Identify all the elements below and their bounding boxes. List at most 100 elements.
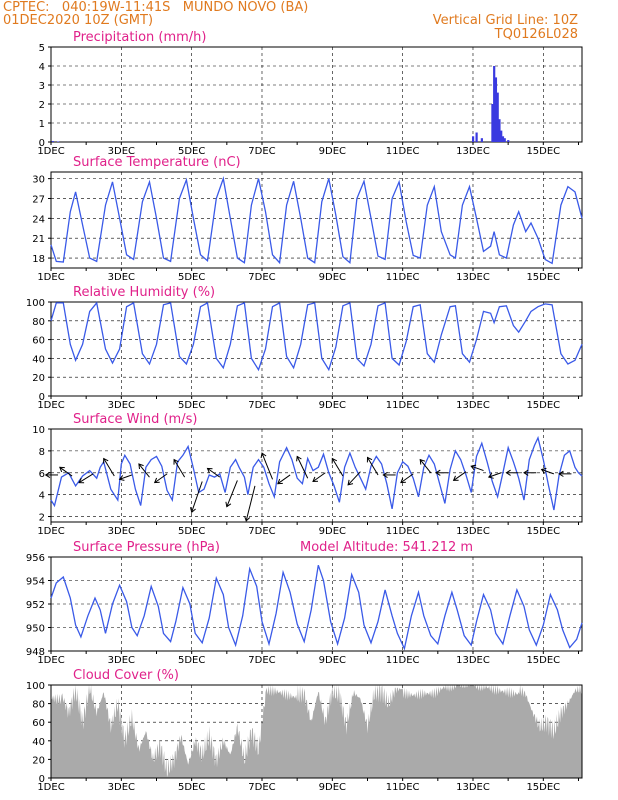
wind-arrow-shaft (154, 473, 168, 484)
wind-arrow-shaft (261, 452, 274, 480)
ytick-label: 80 (32, 700, 45, 711)
ytick-label: 0 (39, 138, 45, 149)
ytick-label: 6 (39, 469, 45, 480)
ytick-label: 0 (39, 774, 45, 785)
ytick-label: 20 (32, 755, 45, 766)
wind-series-line (50, 435, 583, 511)
wind-arrow-head (103, 457, 109, 464)
wind-arrow-head (331, 457, 338, 464)
xtick-label: 13DEC (456, 400, 490, 411)
ytick-label: 60 (32, 336, 45, 347)
wind-arrow-shaft (119, 474, 133, 480)
wind-arrow-head (382, 471, 388, 479)
wind-arrow-head (487, 472, 494, 479)
ytick-label: 956 (26, 553, 45, 564)
wind-arrow-head (225, 501, 232, 508)
ytick-label: 80 (32, 317, 45, 328)
xtick-label: 7DEC (248, 400, 275, 411)
wind-arrow-shaft (191, 481, 203, 513)
ytick-label: 27 (32, 194, 45, 205)
panel-title-wind: Surface Wind (m/s) (73, 412, 197, 427)
wind-arrow-shaft (138, 463, 150, 478)
temp-series-line (50, 176, 583, 265)
ytick-label: 948 (26, 647, 45, 658)
pressure-series-line (50, 564, 583, 651)
ytick-label: 2 (39, 100, 45, 111)
panel-frame-rh (50, 301, 583, 397)
ytick-label: 3 (39, 81, 45, 92)
wind-arrow-head (138, 463, 144, 470)
ytick-label: 2 (39, 513, 45, 524)
xtick-label: 5DEC (178, 526, 205, 537)
ytick-label: 21 (32, 234, 45, 245)
precip-bar (51, 141, 54, 142)
cloud-cover-area (51, 685, 582, 778)
xtick-label: 13DEC (456, 526, 490, 537)
wind-arrow-shaft (226, 480, 238, 507)
xtick-label: 7DEC (248, 655, 275, 666)
precip-bar (57, 141, 60, 142)
wind-arrow-head (173, 458, 179, 465)
xtick-label: 3DEC (108, 526, 135, 537)
wind-arrow-shaft (419, 459, 432, 474)
precip-bar (494, 77, 498, 142)
xtick-label: 1DEC (37, 400, 64, 411)
ytick-label: 60 (32, 718, 45, 729)
wind-arrow-head (206, 467, 213, 474)
xtick-label: 5DEC (178, 400, 205, 411)
xtick-label: 11DEC (386, 782, 420, 793)
wind-arrow-head (470, 464, 477, 471)
wind-arrow-shaft (331, 458, 344, 477)
wind-arrow-head (244, 516, 251, 522)
xtick-label: 1DEC (37, 272, 64, 283)
ytick-label: 1 (39, 119, 45, 130)
wind-arrow-shaft (400, 473, 414, 484)
wind-arrow-head (366, 456, 373, 463)
wind-arrow-shaft (207, 467, 221, 478)
xtick-label: 13DEC (456, 146, 490, 157)
xtick-label: 1DEC (37, 782, 64, 793)
xtick-label: 11DEC (386, 655, 420, 666)
panel-title-temp: Surface Temperature (nC) (73, 155, 241, 170)
panel-title-cloud: Cloud Cover (%) (73, 668, 179, 683)
xtick-label: 9DEC (319, 782, 346, 793)
ytick-label: 100 (26, 681, 45, 692)
xtick-label: 11DEC (386, 272, 420, 283)
xtick-label: 3DEC (108, 400, 135, 411)
xtick-label: 9DEC (319, 146, 346, 157)
xtick-label: 13DEC (456, 272, 490, 283)
xtick-label: 15DEC (526, 526, 560, 537)
wind-arrow-shaft (245, 485, 256, 522)
xtick-label: 13DEC (456, 655, 490, 666)
wind-arrow-head (118, 475, 125, 481)
panel-title-precip: Precipitation (mm/h) (73, 30, 206, 45)
ytick-label: 4 (39, 62, 45, 73)
panel-frame-temp (50, 171, 583, 269)
precip-bar (496, 92, 499, 142)
wind-arrow-shaft (367, 457, 379, 476)
header-line1-right: Vertical Grid Line: 10Z (432, 13, 578, 28)
xtick-label: 7DEC (248, 782, 275, 793)
wind-arrow-head (44, 471, 51, 479)
wind-arrow-shaft (312, 472, 326, 482)
wind-arrow-head (312, 476, 319, 483)
precip-bar (503, 138, 506, 142)
panel-title-rh: Relative Humidity (%) (73, 285, 215, 300)
precip-bar (498, 119, 501, 142)
ytick-label: 18 (32, 254, 45, 265)
xtick-label: 7DEC (248, 146, 275, 157)
precip-bar (500, 130, 503, 142)
xtick-label: 9DEC (319, 272, 346, 283)
xtick-label: 13DEC (456, 782, 490, 793)
ytick-label: 30 (32, 175, 45, 186)
wind-arrow-head (435, 469, 441, 476)
xtick-label: 11DEC (386, 526, 420, 537)
xtick-label: 9DEC (319, 655, 346, 666)
xtick-label: 1DEC (37, 526, 64, 537)
model-altitude-label: Model Altitude: 541.212 m (300, 540, 473, 555)
ytick-label: 4 (39, 491, 45, 502)
wind-arrow-head (523, 469, 529, 476)
wind-arrow-head (419, 458, 426, 465)
ytick-label: 950 (26, 624, 45, 635)
